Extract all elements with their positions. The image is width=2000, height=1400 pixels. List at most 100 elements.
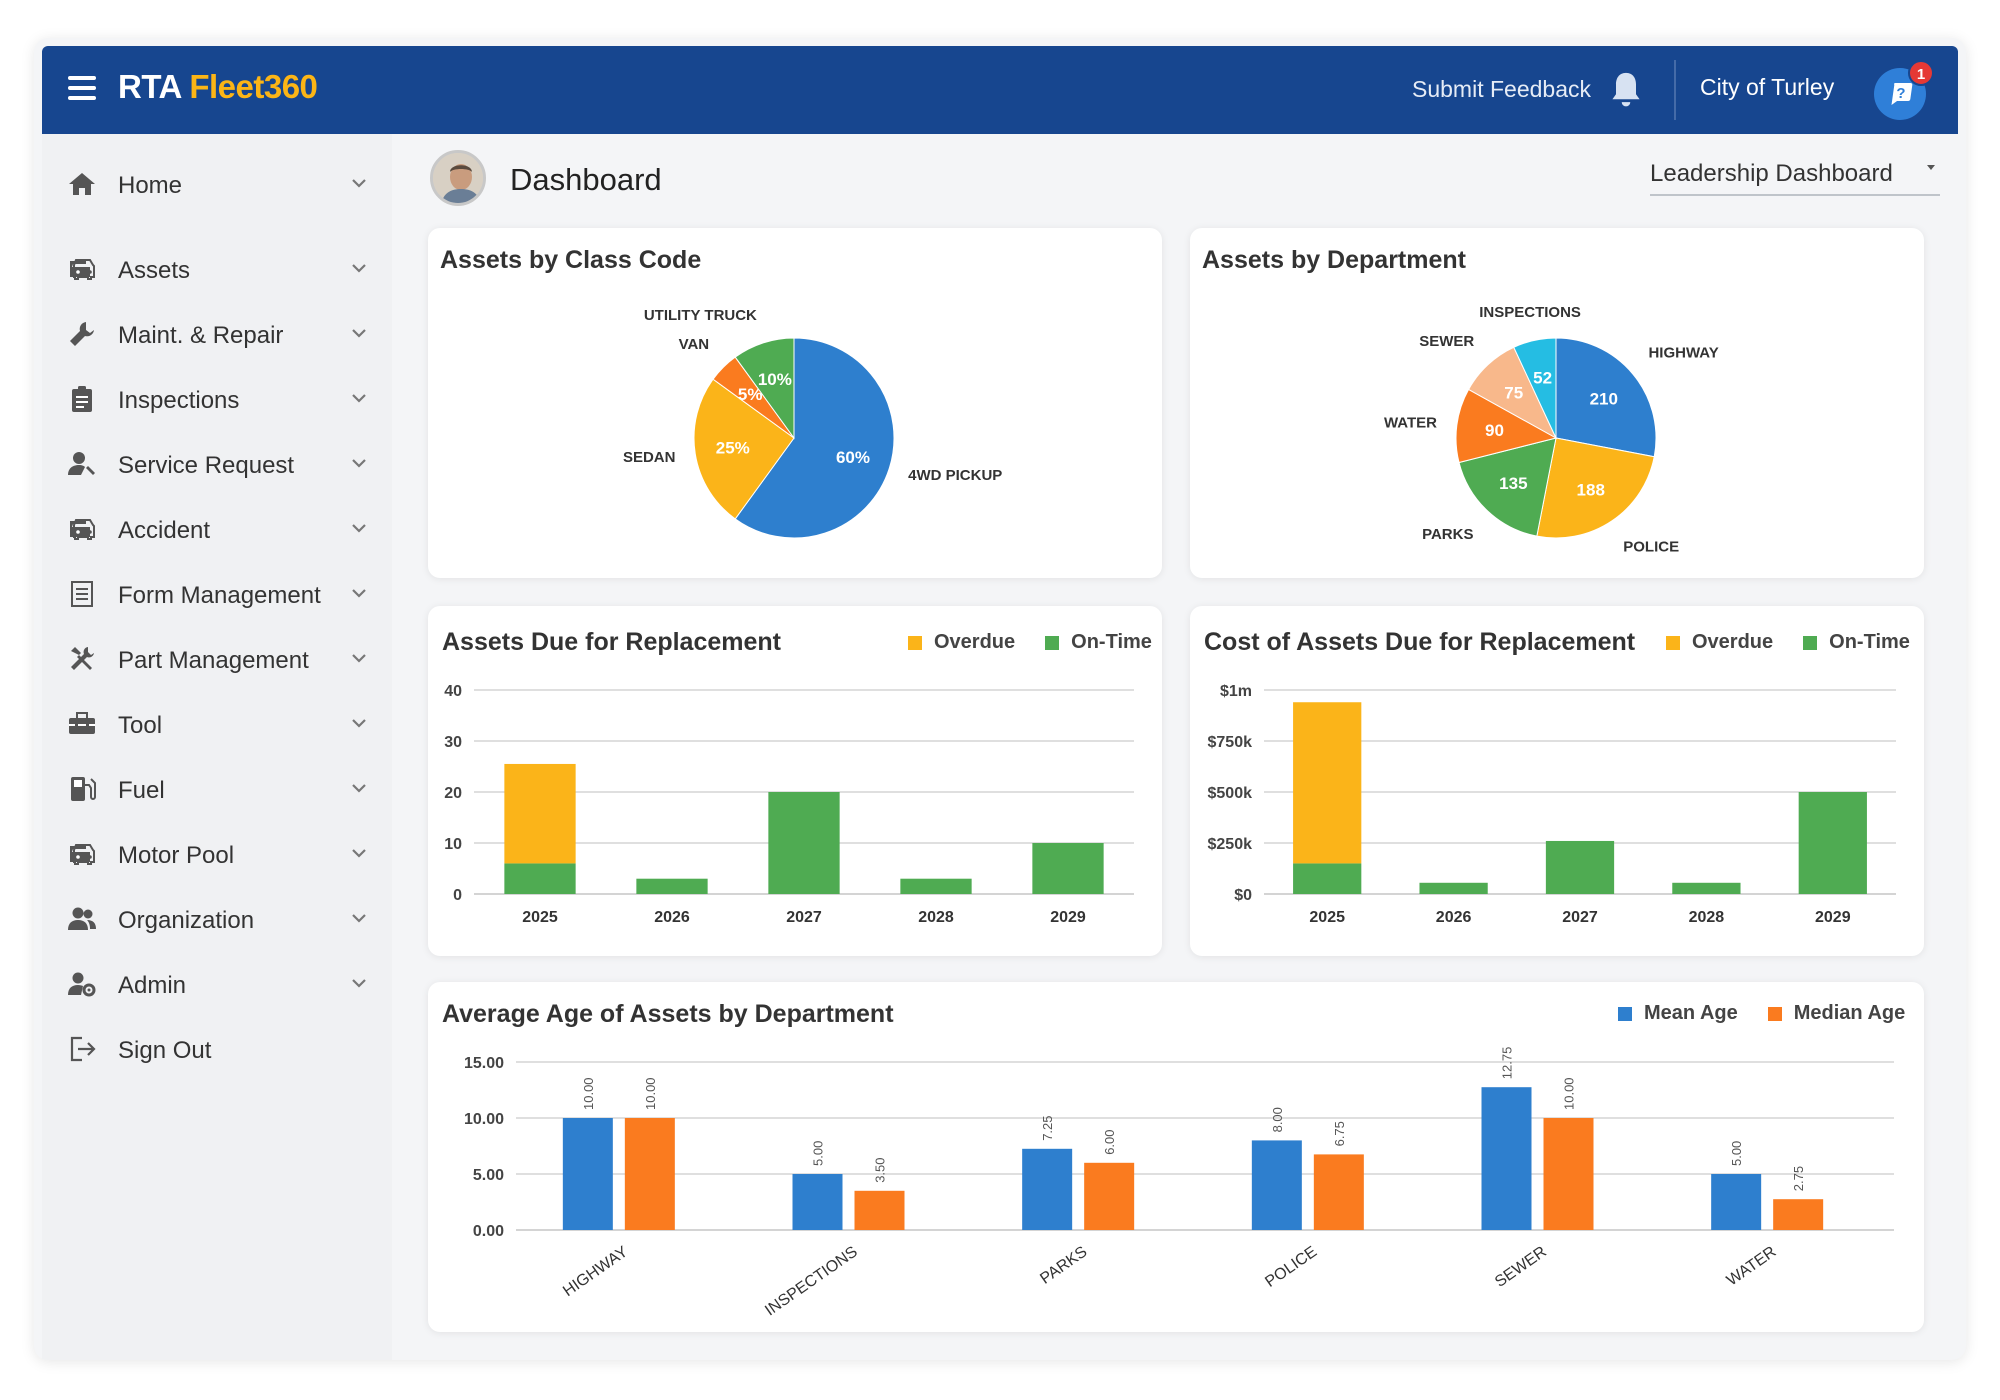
chevron-down-icon[interactable]: [350, 176, 368, 190]
bar-mean-age-police[interactable]: [1251, 1140, 1302, 1230]
y-tick-label: $500k: [1208, 785, 1253, 802]
form-icon: [71, 581, 93, 607]
sidebar-item-admin[interactable]: Admin: [42, 954, 392, 1014]
chevron-down-icon[interactable]: [350, 391, 368, 405]
pie-slice-4wd-pickup[interactable]: [734, 337, 895, 539]
sidebar-item-service-request[interactable]: Service Request: [42, 434, 392, 494]
legend-item-on-time[interactable]: On-Time: [1045, 631, 1152, 654]
tools-icon: [71, 647, 94, 670]
bar-on-time-2026[interactable]: [636, 878, 708, 894]
pie-value-label: 25%: [716, 439, 750, 458]
bar-mean-age-inspections[interactable]: [792, 1174, 843, 1230]
sidebar-item-assets[interactable]: Assets: [42, 239, 392, 299]
sidebar-item-organization[interactable]: Organization: [42, 889, 392, 949]
chevron-down-icon[interactable]: [350, 651, 368, 665]
organization-name[interactable]: City of Turley: [1700, 74, 1835, 100]
bar-on-time-2029[interactable]: [1032, 843, 1104, 894]
bar-on-time-2027[interactable]: [768, 792, 840, 894]
people-icon: [68, 907, 96, 930]
bar-mean-age-parks[interactable]: [1022, 1148, 1073, 1230]
pie-slice-inspections[interactable]: [1513, 337, 1557, 439]
chevron-down-icon[interactable]: [350, 261, 368, 275]
svg-text:?: ?: [1896, 85, 1905, 102]
sidebar-item-tool[interactable]: Tool: [42, 694, 392, 754]
sidebar-item-inspections[interactable]: Inspections: [42, 369, 392, 429]
sidebar-item-accident[interactable]: Accident: [42, 499, 392, 559]
pie-slice-water[interactable]: [1455, 388, 1558, 464]
help-button[interactable]: ? 1: [1874, 60, 1934, 120]
bar-on-time-2025[interactable]: [1293, 863, 1362, 894]
bar-overdue-2025[interactable]: [1293, 702, 1362, 864]
bar-median-age-inspections[interactable]: [854, 1190, 905, 1230]
chart-legend: Mean Age Median Age: [1588, 1002, 1905, 1025]
chevron-down-icon[interactable]: [350, 586, 368, 600]
submit-feedback-link[interactable]: Submit Feedback: [1412, 76, 1591, 102]
pie-slice-sedan[interactable]: [693, 378, 795, 520]
pie-category-label: WATER: [1384, 414, 1437, 431]
dashboard-select[interactable]: Leadership Dashboard: [1650, 156, 1940, 196]
legend-item-median-age[interactable]: Median Age: [1767, 1002, 1905, 1025]
y-tick-label: $0: [1234, 887, 1252, 904]
pie-slice-utility-truck[interactable]: [734, 337, 795, 440]
x-tick-label: 2029: [1815, 909, 1851, 926]
clipboard-icon: [72, 386, 92, 412]
sidebar-item-fuel[interactable]: Fuel: [42, 759, 392, 819]
pie-slice-parks[interactable]: [1458, 437, 1557, 537]
legend-item-on-time[interactable]: On-Time: [1803, 631, 1910, 654]
chevron-down-icon[interactable]: [350, 846, 368, 860]
chevron-down-icon[interactable]: [350, 911, 368, 925]
legend-item-overdue[interactable]: Overdue: [1666, 631, 1773, 654]
bar-on-time-2025[interactable]: [504, 863, 576, 894]
chevron-down-icon[interactable]: [350, 326, 368, 340]
sidebar-item-home[interactable]: Home: [42, 154, 392, 214]
sidebar-item-label: Motor Pool: [118, 842, 235, 869]
bar-median-age-highway[interactable]: [624, 1118, 675, 1230]
top-bar: RTA Fleet360 Submit Feedback City of Tur…: [42, 46, 1958, 134]
bell-icon[interactable]: [1608, 70, 1644, 110]
bar-on-time-2029[interactable]: [1798, 792, 1867, 894]
bar-mean-age-water[interactable]: [1711, 1174, 1762, 1230]
chevron-down-icon[interactable]: [350, 521, 368, 535]
chevron-down-icon[interactable]: [350, 781, 368, 795]
card-average-age-by-department: Average Age of Assets by Department Mean…: [428, 982, 1924, 1332]
page-title: Dashboard: [510, 162, 662, 197]
bar-median-age-parks[interactable]: [1084, 1162, 1135, 1230]
app-logo[interactable]: RTA Fleet360: [118, 68, 318, 106]
logo-fleet-text: Fleet360: [189, 68, 318, 105]
pie-slice-police[interactable]: [1536, 437, 1655, 539]
sidebar-item-part-management[interactable]: Part Management: [42, 629, 392, 689]
bar-on-time-2028[interactable]: [900, 878, 972, 894]
sidebar-item-form-management[interactable]: Form Management: [42, 564, 392, 624]
sidebar-item-label: Part Management: [118, 647, 309, 674]
bar-on-time-2028[interactable]: [1672, 882, 1741, 894]
legend-swatch: [1618, 1006, 1632, 1021]
data-label: 6.75: [1332, 1121, 1347, 1146]
y-tick-label: 0: [453, 887, 462, 904]
car-icon: [70, 844, 95, 865]
data-label: 10.00: [581, 1077, 596, 1110]
bar-on-time-2026[interactable]: [1419, 882, 1488, 894]
user-avatar[interactable]: [430, 150, 486, 206]
chevron-down-icon[interactable]: [350, 716, 368, 730]
legend-item-overdue[interactable]: Overdue: [908, 631, 1015, 654]
y-tick-label: 40: [444, 683, 462, 700]
bar-median-age-sewer[interactable]: [1543, 1118, 1594, 1230]
chevron-down-icon[interactable]: [350, 976, 368, 990]
bar-mean-age-highway[interactable]: [562, 1118, 613, 1230]
bar-on-time-2027[interactable]: [1545, 840, 1615, 894]
pie-value-label: 188: [1577, 480, 1605, 499]
sidebar-item-sign-out[interactable]: Sign Out: [42, 1019, 392, 1079]
sidebar-item-motor-pool[interactable]: Motor Pool: [42, 824, 392, 884]
pie-slice-highway[interactable]: [1555, 337, 1657, 458]
bar-mean-age-sewer[interactable]: [1481, 1087, 1532, 1230]
sidebar-item-maint-repair[interactable]: Maint. & Repair: [42, 304, 392, 364]
pie-chart-class-code: 60% 4WD PICKUP 25% SEDAN 5% VAN 10% UTILITY TRU…: [623, 307, 1002, 539]
legend-item-mean-age[interactable]: Mean Age: [1618, 1002, 1738, 1025]
bar-median-age-water[interactable]: [1773, 1199, 1824, 1230]
x-tick-label: SEWER: [1492, 1243, 1550, 1291]
chevron-down-icon[interactable]: [350, 456, 368, 470]
bar-median-age-police[interactable]: [1313, 1154, 1364, 1230]
hamburger-menu-icon[interactable]: [68, 76, 96, 100]
bar-overdue-2025[interactable]: [504, 763, 576, 864]
y-tick-label: 15.00: [464, 1055, 504, 1072]
